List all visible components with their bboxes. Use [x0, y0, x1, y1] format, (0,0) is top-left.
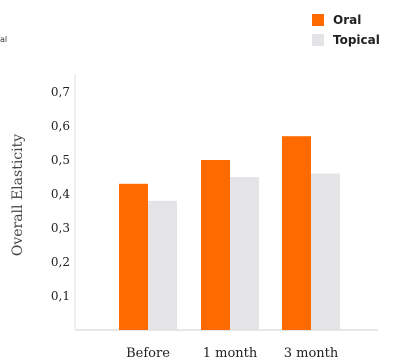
y-tick-label: 0,4 — [51, 187, 70, 201]
y-axis-ticks: 0,1 0,2 0,3 0,4 0,5 0,6 0,7 — [51, 85, 70, 303]
bar-topical-before — [148, 200, 177, 330]
bars — [119, 136, 340, 330]
bar-topical-3-month — [311, 173, 340, 330]
legend-swatch-oral — [312, 14, 324, 26]
y-tick-label: 0,1 — [51, 289, 70, 303]
y-tick-label: 0,5 — [51, 153, 70, 167]
bar-oral-1-month — [201, 160, 230, 330]
y-tick-label: 0,2 — [51, 255, 70, 269]
x-tick-label: 3 month — [284, 346, 339, 361]
x-tick-label: 1 month — [203, 346, 258, 361]
y-tick-label: 0,3 — [51, 221, 70, 235]
bar-topical-1-month — [230, 177, 259, 330]
y-tick-label: 0,6 — [51, 119, 70, 133]
bar-oral-3-month — [282, 136, 311, 330]
legend-swatch-topical — [312, 34, 324, 46]
y-tick-label: 0,7 — [51, 85, 70, 99]
legend-label-oral: Oral — [333, 13, 361, 27]
x-axis-categories: Before 1 month 3 month — [126, 346, 339, 361]
stray-label: al — [0, 35, 7, 44]
legend-label-topical: Topical — [333, 33, 380, 47]
x-tick-label: Before — [126, 346, 170, 361]
y-axis-title: Overall Elasticity — [10, 134, 26, 256]
legend: Oral Topical — [312, 13, 380, 47]
bar-oral-before — [119, 183, 148, 330]
